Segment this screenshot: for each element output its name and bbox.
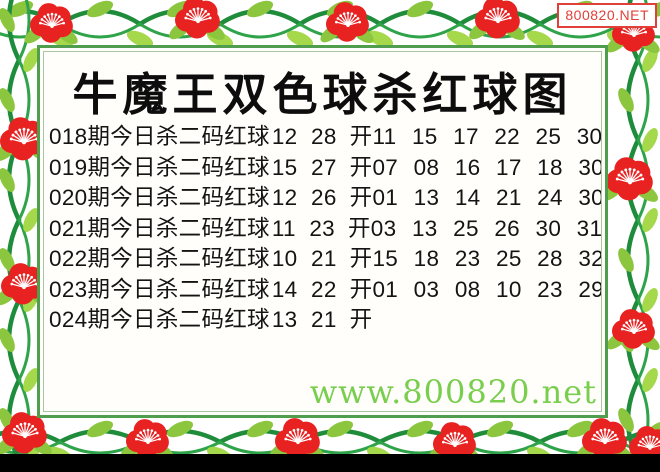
row-prefix: 018期今日杀二码红球 [49, 124, 270, 149]
row-prefix: 022期今日杀二码红球 [49, 246, 270, 271]
row-open-label: 开 [349, 124, 373, 149]
chart-panel-inner: 牛魔王双色球杀红球图 018期今日杀二码红球12 28 开11 15 17 22 … [43, 51, 602, 412]
row-open-label: 开 [349, 276, 373, 302]
prediction-row-024: 024期今日杀二码红球13 21 开 [49, 305, 601, 336]
row-open-numbers: 03 13 25 26 30 31 [370, 215, 602, 241]
row-open-label: 开 [347, 215, 371, 241]
site-badge: 800820.NET [557, 3, 657, 28]
page-title: 牛魔王双色球杀红球图 [72, 68, 573, 121]
row-prefix: 024期今日杀二码红球 [49, 307, 270, 332]
row-kill-numbers: 11 23 [271, 215, 335, 241]
row-kill-numbers: 15 27 [271, 154, 337, 180]
bottom-black-bar [0, 454, 660, 472]
row-kill-numbers: 13 21 [271, 307, 337, 332]
row-open-label: 开 [349, 246, 373, 271]
row-open-label: 开 [349, 185, 373, 210]
row-open-label: 开 [349, 154, 373, 180]
row-kill-numbers: 10 21 [271, 246, 337, 271]
row-open-numbers: 07 08 16 17 18 30 [372, 154, 602, 180]
row-kill-numbers: 12 26 [271, 185, 337, 210]
row-prefix: 021期今日杀二码红球 [49, 215, 270, 241]
row-open-numbers: 01 03 08 10 23 29 [372, 276, 602, 302]
row-prefix: 023期今日杀二码红球 [49, 276, 270, 302]
row-open-numbers: 11 15 17 22 25 30 [372, 124, 602, 149]
row-open-numbers: 01 13 14 21 24 30 [372, 185, 602, 210]
row-prefix: 020期今日杀二码红球 [49, 185, 270, 210]
watermark-url: www.800820.net [309, 373, 597, 411]
row-kill-numbers: 12 28 [271, 124, 337, 149]
row-prefix: 019期今日杀二码红球 [49, 154, 270, 180]
row-open-label: 开 [349, 307, 373, 332]
row-open-numbers: 15 18 23 25 28 32 [372, 246, 602, 271]
row-kill-numbers: 14 22 [271, 276, 337, 302]
chart-panel: 牛魔王双色球杀红球图 018期今日杀二码红球12 28 开11 15 17 22 … [37, 45, 608, 418]
